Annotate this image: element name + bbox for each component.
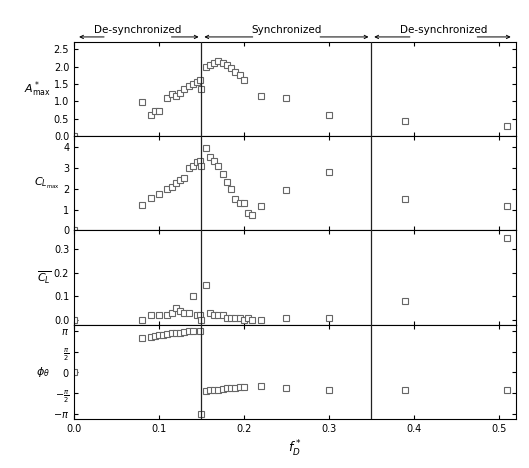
Y-axis label: $C_{L_{\rm max}}$: $C_{L_{\rm max}}$ [34,176,60,191]
Text: De-synchronized: De-synchronized [400,25,487,35]
Y-axis label: $A^*_{\rm max}$: $A^*_{\rm max}$ [24,80,51,99]
Y-axis label: $\overline{C_L}$: $\overline{C_L}$ [37,270,51,286]
X-axis label: $f_D^*$: $f_D^*$ [288,439,302,460]
Text: Synchronized: Synchronized [251,25,322,35]
Text: De-synchronized: De-synchronized [94,25,181,35]
Y-axis label: $\phi_\theta$: $\phi_\theta$ [37,365,50,379]
